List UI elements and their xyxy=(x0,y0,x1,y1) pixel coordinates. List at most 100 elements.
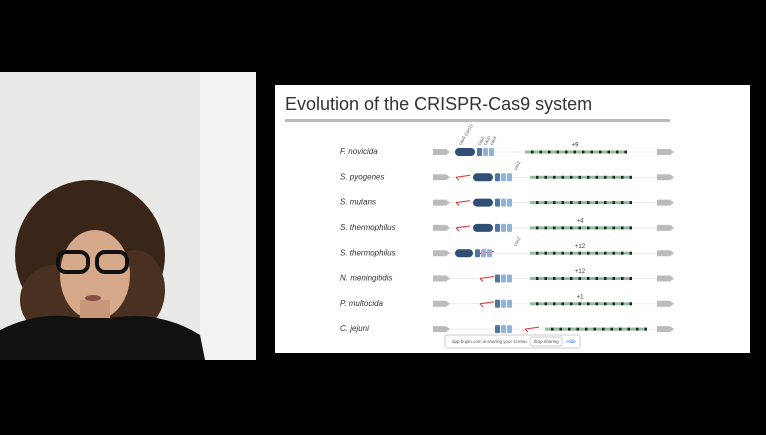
repeat xyxy=(559,327,562,331)
repeat xyxy=(553,302,556,306)
spacer xyxy=(547,302,553,306)
spacer xyxy=(623,277,630,280)
cas-gene xyxy=(495,299,500,308)
repeat xyxy=(612,175,615,179)
spacer xyxy=(606,175,613,179)
repeat xyxy=(544,175,547,179)
cas-gene xyxy=(475,249,480,258)
cas9-gene xyxy=(455,148,475,156)
spacer xyxy=(572,226,579,230)
repeat xyxy=(629,251,632,255)
repeat xyxy=(629,175,632,179)
repeat xyxy=(561,226,564,230)
cas9-gene xyxy=(473,223,493,232)
repeat xyxy=(604,251,607,255)
tracr xyxy=(455,200,471,206)
spacer xyxy=(623,302,630,306)
spacer xyxy=(623,201,630,205)
spacer xyxy=(615,201,621,205)
repeat xyxy=(593,327,596,331)
spacer xyxy=(530,277,536,280)
repeat xyxy=(553,175,556,179)
spacer xyxy=(606,277,613,280)
repeat xyxy=(587,277,590,280)
repeat xyxy=(544,277,547,280)
cas9-gene xyxy=(473,198,493,207)
gene-label: csn2 xyxy=(513,160,522,171)
repeat xyxy=(561,251,564,255)
cas-gene xyxy=(477,148,482,156)
repeat xyxy=(629,277,632,280)
spacer xyxy=(562,327,568,331)
spacer xyxy=(606,201,613,205)
spacer xyxy=(538,277,545,280)
spacer xyxy=(530,175,536,179)
spacer xyxy=(598,226,604,230)
species-label: F. novicida xyxy=(340,147,378,156)
spacer xyxy=(581,175,587,179)
tracr xyxy=(479,301,495,308)
flank-gene xyxy=(657,300,674,307)
repeat xyxy=(536,201,539,205)
spacer xyxy=(615,251,621,255)
repeat xyxy=(595,251,598,255)
spacer xyxy=(615,302,621,306)
repeat xyxy=(624,150,627,154)
repeat xyxy=(590,150,593,154)
cas-gene xyxy=(483,148,488,156)
spacer xyxy=(598,251,604,255)
spacer xyxy=(589,201,596,205)
spacer xyxy=(615,226,621,230)
spacer-count: +9 xyxy=(572,143,580,149)
spacer xyxy=(623,251,630,255)
spacer xyxy=(579,327,585,331)
repeat xyxy=(629,302,632,306)
flank-gene xyxy=(433,149,450,155)
cas-gene xyxy=(495,223,500,232)
stop-sharing-button[interactable] xyxy=(529,336,563,347)
repeat xyxy=(578,302,581,306)
repeat xyxy=(612,302,615,306)
spacer xyxy=(623,226,630,230)
species-label: N. meningitidis xyxy=(340,274,392,283)
gene-label: cas4 xyxy=(489,135,498,146)
species-label: C. jejuni xyxy=(340,324,369,333)
spacer xyxy=(598,175,604,179)
cas9-gene xyxy=(455,249,473,258)
spacer xyxy=(567,150,574,154)
repeat xyxy=(612,277,615,280)
slide-title: Evolution of the CRISPR-Cas9 system xyxy=(285,94,592,114)
repeat xyxy=(636,327,639,331)
repeat xyxy=(556,150,559,154)
repeat xyxy=(604,175,607,179)
spacer xyxy=(538,226,545,230)
spacer xyxy=(598,201,604,205)
hide-button[interactable]: Hide xyxy=(566,339,576,344)
spacer xyxy=(610,150,616,154)
repeat xyxy=(548,150,551,154)
spacer xyxy=(559,150,565,154)
spacer xyxy=(581,302,587,306)
spacer-count: +12 xyxy=(575,269,586,275)
spacer-count: +12 xyxy=(575,244,586,250)
cas-gene xyxy=(495,198,500,207)
repeat xyxy=(582,150,585,154)
cas-gene xyxy=(495,173,500,182)
spacer xyxy=(564,226,570,230)
repeat xyxy=(570,277,573,280)
spacer xyxy=(547,251,553,255)
spacer xyxy=(572,302,579,306)
species-label: S. mutans xyxy=(340,198,376,207)
spacer xyxy=(547,226,553,230)
repeat xyxy=(570,201,573,205)
repeat xyxy=(585,327,588,331)
flank-gene xyxy=(433,250,450,257)
repeat xyxy=(561,302,564,306)
repeat xyxy=(578,277,581,280)
spacer xyxy=(530,201,536,205)
repeat xyxy=(595,277,598,280)
spacer xyxy=(589,277,596,280)
repeat xyxy=(604,277,607,280)
cas-gene xyxy=(507,198,512,207)
repeat xyxy=(621,226,624,230)
